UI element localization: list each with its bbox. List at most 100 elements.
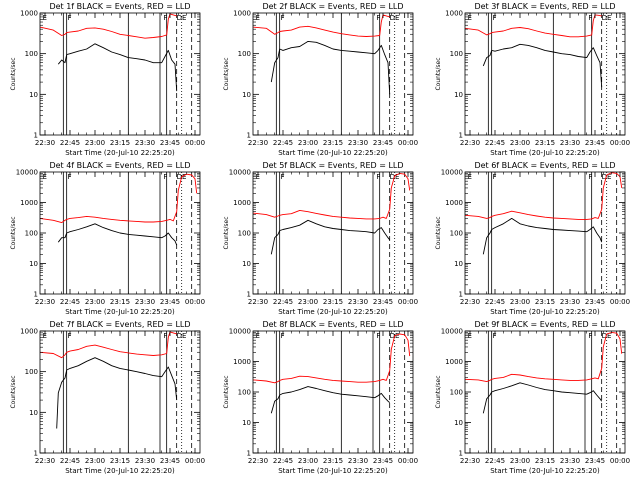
x-tick-label: 22:45 [273, 457, 293, 465]
panel-title: Det 7f BLACK = Events, RED = LLD [49, 320, 190, 329]
lld-series-line [464, 172, 623, 220]
x-axis-label: Start Time (20-Jul-10 22:25:20) [65, 467, 175, 475]
region-annotation: F [281, 173, 285, 181]
events-series-line [57, 43, 178, 92]
x-tick-label: 00:00 [185, 457, 205, 465]
lld-series-line [252, 172, 411, 220]
y-tick-label: 1000 [445, 10, 463, 18]
y-tick-label: 10 [454, 260, 463, 268]
y-tick-label: 1 [459, 132, 463, 140]
x-tick-label: 23:45 [160, 457, 180, 465]
x-tick-label: 22:45 [60, 139, 80, 147]
region-annotation: DE [602, 14, 612, 22]
x-tick-label: 23:15 [535, 457, 555, 465]
lld-series-line [39, 13, 177, 39]
x-tick-label: 23:45 [585, 457, 605, 465]
x-tick-label: 22:30 [35, 139, 55, 147]
lld-series-line [464, 14, 602, 38]
x-tick-label: 23:00 [510, 139, 530, 147]
x-tick-label: 00:00 [610, 298, 630, 306]
x-tick-label: 23:00 [298, 457, 318, 465]
events-series-line [482, 43, 603, 88]
lld-series-line [39, 331, 177, 359]
x-axis-label: Start Time (20-Jul-10 22:25:20) [490, 308, 600, 316]
x-tick-label: 00:00 [610, 139, 630, 147]
x-tick-label: 23:45 [373, 298, 393, 306]
x-tick-label: 22:30 [460, 457, 480, 465]
region-annotation: F [376, 173, 380, 181]
x-tick-label: 22:30 [248, 298, 268, 306]
y-tick-label: 100 [238, 389, 251, 397]
region-annotation: F [376, 332, 380, 340]
y-tick-label: 100 [450, 50, 463, 58]
region-annotation: F [493, 14, 497, 22]
x-tick-label: 23:15 [323, 298, 343, 306]
y-tick-label: 1000 [233, 199, 251, 207]
region-annotation: F [68, 14, 72, 22]
detector-panel-4: Det 4f BLACK = Events, RED = LLD Counts/s… [10, 161, 205, 316]
x-tick-label: 23:15 [110, 457, 130, 465]
region-annotation: F [281, 14, 285, 22]
x-tick-label: 23:30 [560, 298, 580, 306]
detector-panel-8: Det 8f BLACK = Events, RED = LLD Counts/s… [223, 320, 418, 475]
y-tick-label: 1 [247, 132, 251, 140]
y-tick-label: 100 [25, 368, 38, 376]
region-annotation: F [588, 173, 592, 181]
x-tick-label: 23:15 [535, 298, 555, 306]
region-annotation: F [163, 332, 167, 340]
detector-panel-6: Det 6f BLACK = Events, RED = LLD Counts/s… [435, 161, 630, 316]
x-tick-label: 23:00 [85, 139, 105, 147]
events-series-line [57, 223, 178, 246]
y-tick-label: 1000 [233, 10, 251, 18]
y-tick-label: 10 [454, 419, 463, 427]
y-tick-label: 10000 [16, 169, 38, 177]
x-tick-label: 00:00 [610, 457, 630, 465]
x-tick-label: 22:30 [35, 298, 55, 306]
x-tick-label: 22:45 [485, 457, 505, 465]
y-tick-label: 10000 [441, 328, 463, 336]
y-tick-label: 1000 [20, 328, 38, 336]
y-axis-label: Counts/sec [435, 57, 442, 90]
region-annotation: F [163, 14, 167, 22]
y-tick-label: 1000 [445, 358, 463, 366]
x-tick-label: 22:45 [485, 298, 505, 306]
region-annotation: DE [177, 332, 187, 340]
x-tick-label: 23:00 [85, 457, 105, 465]
x-tick-label: 23:00 [298, 139, 318, 147]
y-tick-label: 1 [34, 132, 38, 140]
y-tick-label: 10 [29, 409, 38, 417]
x-tick-label: 22:30 [460, 139, 480, 147]
x-tick-label: 00:00 [185, 298, 205, 306]
lld-series-line [252, 333, 411, 384]
y-tick-label: 1 [34, 450, 38, 458]
y-axis-label: Counts/sec [10, 375, 17, 408]
panel-title: Det 1f BLACK = Events, RED = LLD [49, 2, 190, 11]
detector-panel-5: Det 5f BLACK = Events, RED = LLD Counts/s… [223, 161, 418, 316]
region-annotation: F [281, 332, 285, 340]
x-tick-label: 23:00 [510, 457, 530, 465]
y-tick-label: 1 [34, 291, 38, 299]
y-tick-label: 10000 [441, 169, 463, 177]
x-tick-label: 23:45 [585, 139, 605, 147]
x-tick-label: 23:00 [85, 298, 105, 306]
y-tick-label: 100 [25, 50, 38, 58]
panels-group: Det 1f BLACK = Events, RED = LLD Counts/s… [10, 2, 630, 475]
x-tick-label: 22:30 [35, 457, 55, 465]
y-tick-label: 10 [29, 260, 38, 268]
x-tick-label: 23:45 [160, 139, 180, 147]
y-tick-label: 1 [459, 450, 463, 458]
y-tick-label: 10000 [229, 169, 251, 177]
lld-series-line [464, 331, 623, 383]
x-tick-label: 23:15 [110, 139, 130, 147]
plot-frame [464, 330, 626, 454]
y-axis-label: Counts/sec [435, 375, 442, 408]
panel-title: Det 3f BLACK = Events, RED = LLD [474, 2, 615, 11]
x-axis-label: Start Time (20-Jul-10 22:25:20) [278, 308, 388, 316]
x-tick-label: 22:45 [60, 298, 80, 306]
panel-title: Det 8f BLACK = Events, RED = LLD [262, 320, 403, 329]
y-tick-label: 1 [247, 450, 251, 458]
y-tick-label: 10 [242, 260, 251, 268]
y-tick-label: 1000 [20, 10, 38, 18]
x-tick-label: 23:15 [535, 139, 555, 147]
